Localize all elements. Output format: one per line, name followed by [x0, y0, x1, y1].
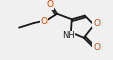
Text: O: O [92, 18, 99, 27]
Text: NH: NH [61, 31, 74, 40]
Text: O: O [40, 17, 47, 26]
Text: O: O [92, 43, 99, 52]
Text: O: O [46, 0, 53, 9]
